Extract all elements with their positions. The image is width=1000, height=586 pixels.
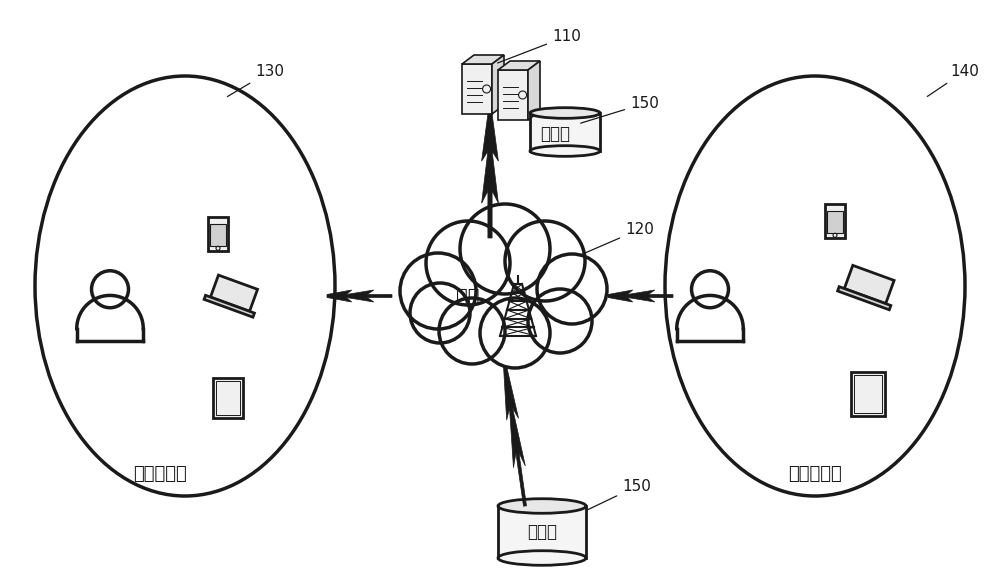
Ellipse shape — [530, 146, 600, 156]
Polygon shape — [482, 114, 498, 238]
Text: 150: 150 — [588, 479, 651, 510]
Ellipse shape — [35, 76, 335, 496]
Circle shape — [480, 298, 550, 368]
Polygon shape — [77, 295, 143, 341]
Text: 网络: 网络 — [456, 287, 480, 305]
Polygon shape — [210, 275, 258, 311]
Ellipse shape — [498, 499, 586, 513]
Bar — [498, 506, 586, 558]
Bar — [851, 372, 885, 416]
Ellipse shape — [665, 76, 965, 496]
Text: 数据库: 数据库 — [540, 125, 570, 143]
Text: 数据库: 数据库 — [527, 523, 557, 541]
Polygon shape — [844, 265, 894, 304]
Text: 130: 130 — [227, 64, 284, 97]
Polygon shape — [677, 295, 743, 341]
Text: 140: 140 — [927, 64, 979, 97]
Circle shape — [92, 271, 128, 308]
Circle shape — [528, 289, 592, 353]
Bar — [498, 70, 528, 120]
Ellipse shape — [530, 108, 600, 118]
Polygon shape — [492, 55, 504, 114]
Circle shape — [692, 271, 728, 308]
Circle shape — [400, 253, 476, 329]
Circle shape — [439, 298, 505, 364]
Text: 110: 110 — [498, 29, 581, 63]
Text: 服务请求端: 服务请求端 — [133, 465, 187, 483]
Circle shape — [505, 221, 585, 301]
Text: 服务提供端: 服务提供端 — [788, 465, 842, 483]
Text: 150: 150 — [581, 96, 659, 123]
Polygon shape — [504, 366, 526, 506]
Bar — [213, 378, 243, 418]
Polygon shape — [462, 55, 504, 64]
Bar — [827, 211, 843, 233]
Polygon shape — [608, 290, 673, 302]
Bar — [410, 266, 590, 336]
Polygon shape — [327, 290, 392, 302]
Bar — [530, 113, 600, 151]
Bar — [825, 204, 845, 238]
Bar — [854, 375, 882, 413]
Polygon shape — [838, 287, 891, 310]
Bar — [462, 64, 492, 114]
Bar — [208, 217, 228, 251]
Circle shape — [537, 254, 607, 324]
Polygon shape — [204, 295, 254, 317]
Text: 120: 120 — [581, 222, 654, 255]
Circle shape — [426, 221, 510, 305]
Polygon shape — [528, 61, 540, 120]
Bar — [216, 381, 240, 415]
Ellipse shape — [498, 551, 586, 565]
Polygon shape — [498, 61, 540, 70]
Circle shape — [460, 204, 550, 294]
Bar — [210, 224, 226, 246]
Circle shape — [410, 283, 470, 343]
